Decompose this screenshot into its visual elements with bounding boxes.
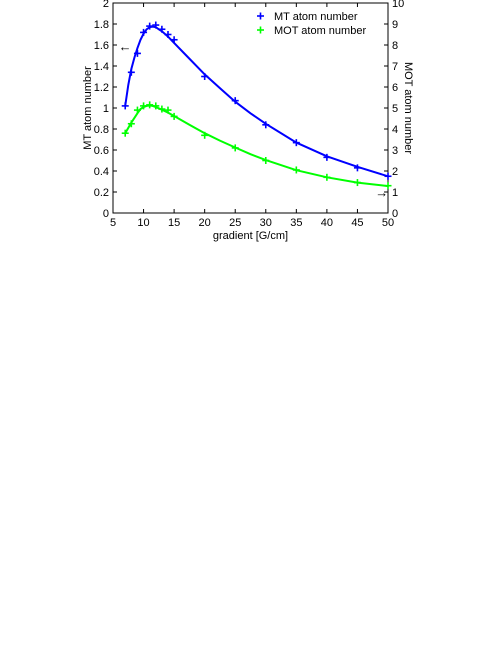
right-y-tick-label: 7 [392, 61, 398, 73]
data-point-mt [158, 25, 166, 33]
data-point-mot [170, 112, 178, 120]
axis-indicator-arrows: ←→ [119, 39, 389, 200]
x-tick-label: 25 [229, 217, 241, 229]
data-point-mt [140, 28, 148, 36]
data-point-mot [384, 182, 392, 190]
left-y-tick-label: 0 [103, 208, 109, 220]
left-y-tick-label: 1.6 [94, 40, 109, 52]
x-tick-label: 50 [382, 217, 394, 229]
data-point-mot [146, 101, 154, 109]
data-point-mt [292, 139, 300, 147]
data-point-mot [353, 179, 361, 187]
data-point-mt [384, 172, 392, 180]
data-markers [121, 21, 392, 190]
x-tick-label: 35 [290, 217, 302, 229]
data-point-mot [152, 102, 160, 110]
data-point-mt [262, 121, 270, 129]
left-y-tick-label: 0.6 [94, 145, 109, 157]
data-point-mt [201, 73, 209, 80]
data-point-mt [353, 164, 361, 172]
data-point-mot [323, 173, 331, 181]
data-point-mot [127, 120, 135, 128]
x-tick-label: 5 [110, 217, 116, 229]
axis-ticks: 5 10 15 20 25 30 35 40 45 5000.20.40.60.811.21.41… [94, 0, 405, 229]
legend-entry: MOT atom number [257, 25, 366, 37]
axis-arrow: ← [119, 39, 132, 54]
x-tick-label: 15 [168, 217, 180, 229]
right-y-tick-label: 1 [392, 187, 398, 199]
x-tick-label: 20 [199, 217, 211, 229]
left-y-tick-label: 1 [103, 103, 109, 115]
left-y-tick-label: 1.4 [94, 61, 109, 73]
left-y-tick-label: 0.4 [94, 166, 109, 178]
legend-entry: MT atom number [257, 11, 358, 23]
data-point-mt [146, 22, 154, 30]
right-y-tick-label: 5 [392, 103, 398, 115]
left-y-axis-label: MT atom number [82, 66, 94, 150]
x-axis-label: gradient [G/cm] [213, 230, 288, 242]
legend-label: MOT atom number [274, 25, 366, 37]
right-y-tick-label: 8 [392, 40, 398, 52]
left-y-tick-label: 2 [103, 0, 109, 10]
x-tick-label: 45 [351, 217, 363, 229]
data-point-mot [140, 102, 148, 110]
right-y-tick-label: 6 [392, 82, 398, 94]
right-y-tick-label: 9 [392, 19, 398, 31]
left-y-tick-label: 1.2 [94, 82, 109, 94]
data-point-mt [323, 153, 331, 161]
data-point-mot [231, 144, 239, 152]
right-y-tick-label: 4 [392, 124, 398, 136]
data-point-mot [133, 106, 141, 114]
left-y-tick-label: 0.2 [94, 187, 109, 199]
right-y-axis-label: MOT atom number [402, 62, 414, 154]
left-y-tick-label: 0.8 [94, 124, 109, 136]
data-point-mot [292, 166, 300, 174]
x-tick-label: 10 [137, 217, 149, 229]
legend: MT atom number MOT atom number [257, 11, 366, 37]
data-point-mt [133, 49, 141, 57]
right-y-tick-label: 2 [392, 166, 398, 178]
data-point-mt [152, 21, 160, 29]
data-point-mt [164, 31, 172, 38]
axis-arrow: → [375, 185, 388, 200]
data-point-mt [121, 102, 129, 110]
data-point-mot [121, 129, 129, 137]
data-point-mt [127, 68, 135, 76]
right-y-tick-label: 10 [392, 0, 404, 10]
fit-curve-mot [124, 104, 389, 188]
left-y-tick-label: 1.8 [94, 19, 109, 31]
data-point-mt [231, 97, 239, 105]
data-point-mot [164, 106, 172, 114]
right-y-tick-label: 3 [392, 145, 398, 157]
x-tick-label: 30 [260, 217, 272, 229]
data-point-mot [201, 131, 209, 139]
data-point-mot [158, 105, 166, 113]
data-point-mot [262, 157, 270, 164]
data-point-mt [170, 36, 178, 44]
right-y-tick-label: 0 [392, 208, 398, 220]
x-tick-label: 40 [321, 217, 333, 229]
legend-label: MT atom number [274, 11, 358, 23]
